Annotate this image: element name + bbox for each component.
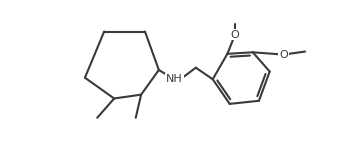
Text: O: O: [231, 30, 239, 40]
Text: NH: NH: [166, 74, 183, 84]
Text: O: O: [279, 50, 288, 60]
